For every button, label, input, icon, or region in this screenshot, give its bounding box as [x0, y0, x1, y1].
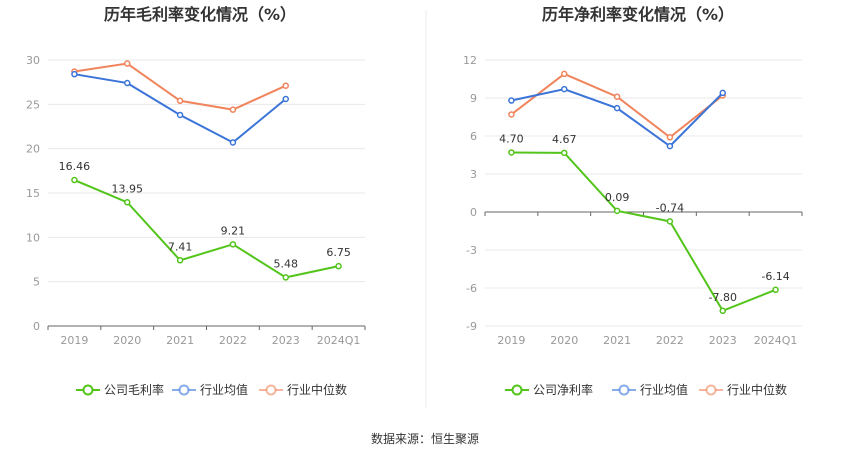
data-point[interactable]	[71, 176, 78, 184]
data-point[interactable]	[176, 111, 184, 119]
data-point[interactable]	[176, 257, 184, 264]
data-point[interactable]	[229, 241, 237, 248]
data-label: -7.80	[709, 291, 737, 304]
y-tick-label: 0	[470, 206, 477, 219]
x-tick-label: 2024Q1	[754, 334, 798, 347]
x-tick-label: 2021	[603, 334, 631, 347]
data-point[interactable]	[666, 218, 674, 225]
legend-item[interactable]: 行业中位数	[699, 382, 787, 397]
data-point[interactable]	[124, 60, 131, 67]
data-point[interactable]	[176, 97, 184, 105]
y-tick-label: 20	[26, 143, 40, 156]
legend-label: 行业中位数	[287, 382, 347, 397]
data-label: -0.74	[656, 201, 684, 214]
legend-marker	[511, 384, 523, 396]
data-point[interactable]	[282, 274, 289, 281]
data-label: 13.95	[112, 182, 144, 195]
legend-item[interactable]: 行业均值	[612, 382, 688, 397]
data-label: 5.48	[274, 257, 299, 270]
data-point[interactable]	[561, 85, 568, 93]
x-tick-label: 2022	[219, 334, 247, 347]
data-point[interactable]	[282, 95, 289, 103]
y-tick-label: 6	[470, 130, 477, 143]
data-label: 16.46	[59, 160, 91, 173]
gross-margin-chart: 历年毛利率变化情况（%） 0 5 10 15 20 25 30 2019 2020 2021 2022…	[26, 5, 366, 397]
series-line	[511, 151, 776, 313]
y-tick-label: -9	[466, 320, 477, 333]
legend-marker	[705, 384, 717, 396]
legend-marker	[618, 384, 630, 396]
data-point[interactable]	[508, 149, 515, 156]
series-line	[74, 179, 339, 279]
data-source-note: 数据来源：恒生聚源	[371, 431, 479, 446]
chart-title: 历年净利率变化情况（%）	[542, 5, 734, 24]
x-tick-label: 2019	[497, 334, 525, 347]
data-point[interactable]	[124, 199, 131, 206]
data-point[interactable]	[335, 262, 342, 270]
data-point[interactable]	[229, 139, 237, 146]
data-point[interactable]	[124, 79, 131, 87]
data-point[interactable]	[613, 93, 621, 100]
data-point[interactable]	[613, 207, 621, 215]
y-tick-label: 30	[26, 54, 40, 67]
y-tick-label: 10	[26, 231, 40, 244]
net-margin-chart: 历年净利率变化情况（%） -9 -6 -3 0 3 6 9 12 2019 2020 2021 2022…	[463, 5, 803, 397]
legend-label: 行业均值	[640, 382, 688, 397]
legend-label: 行业均值	[200, 382, 248, 397]
legend-label: 公司净利率	[533, 382, 593, 397]
legend-label: 行业中位数	[727, 382, 787, 397]
x-tick-label: 2023	[709, 334, 737, 347]
data-point[interactable]	[71, 70, 78, 78]
data-point[interactable]	[508, 97, 515, 104]
x-tick-label: 2019	[60, 334, 88, 347]
data-label: 7.41	[168, 240, 193, 253]
legend-item[interactable]: 行业均值	[172, 382, 248, 397]
data-point[interactable]	[719, 89, 726, 97]
legend-marker	[82, 384, 94, 396]
data-point[interactable]	[282, 82, 289, 89]
data-point[interactable]	[229, 106, 237, 113]
y-tick-label: 9	[470, 92, 477, 105]
y-tick-label: 5	[33, 276, 40, 289]
data-label: 4.67	[552, 133, 577, 146]
data-label: 9.21	[221, 224, 246, 237]
data-point[interactable]	[719, 307, 726, 315]
data-label: 0.09	[605, 191, 630, 204]
x-tick-label: 2020	[113, 334, 141, 347]
y-tick-label: 0	[33, 320, 40, 333]
legend-item[interactable]: 公司毛利率	[76, 382, 164, 397]
legend-marker	[265, 384, 277, 396]
data-point[interactable]	[772, 286, 779, 294]
data-label: -6.14	[761, 270, 789, 283]
data-point[interactable]	[666, 134, 674, 141]
x-tick-label: 2020	[550, 334, 578, 347]
series-line	[74, 73, 287, 144]
x-tick-label: 2023	[272, 334, 300, 347]
chart-title: 历年毛利率变化情况（%）	[104, 5, 296, 24]
x-tick-label: 2022	[656, 334, 684, 347]
x-tick-label: 2024Q1	[317, 334, 361, 347]
x-tick-label: 2021	[166, 334, 194, 347]
legend-item[interactable]: 行业中位数	[259, 382, 347, 397]
y-tick-label: -3	[466, 244, 477, 257]
y-tick-label: 3	[470, 168, 477, 181]
data-point[interactable]	[666, 142, 674, 150]
legend-item[interactable]: 公司净利率	[505, 382, 593, 397]
data-point[interactable]	[508, 111, 515, 118]
data-point[interactable]	[561, 149, 568, 157]
legend-label: 公司毛利率	[104, 382, 164, 397]
legend-marker	[178, 384, 190, 396]
y-tick-label: 12	[463, 54, 477, 67]
data-label: 6.75	[326, 246, 351, 259]
y-tick-label: -6	[466, 282, 477, 295]
y-tick-label: 25	[26, 98, 40, 111]
data-point[interactable]	[561, 70, 568, 78]
y-tick-label: 15	[26, 187, 40, 200]
data-label: 4.70	[499, 132, 524, 145]
data-point[interactable]	[613, 104, 621, 112]
